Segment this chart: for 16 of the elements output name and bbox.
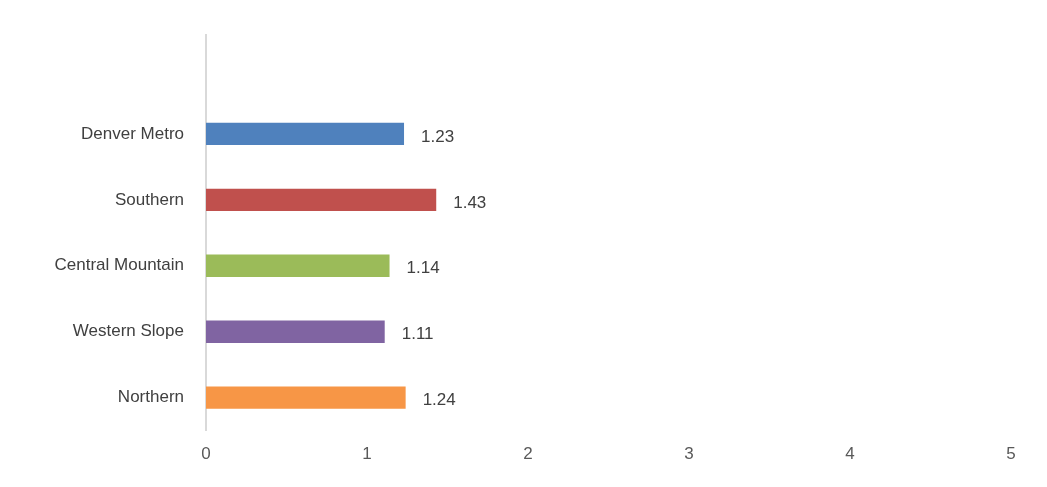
x-tick-label: 0 [201, 444, 211, 464]
y-tick-label: Central Mountain [54, 255, 184, 275]
x-tick-label: 5 [1006, 444, 1016, 464]
x-tick-label: 3 [684, 444, 694, 464]
y-tick-label: Denver Metro [81, 123, 184, 143]
data-label: 1.14 [406, 258, 440, 278]
x-tick-label: 4 [845, 444, 855, 464]
data-label: 1.24 [422, 390, 456, 410]
y-tick-label: Northern [117, 387, 184, 407]
data-label: 1.11 [401, 324, 434, 344]
data-label: 1.43 [453, 192, 487, 212]
data-label: 1.23 [421, 126, 455, 146]
y-tick-label: Western Slope [72, 321, 184, 341]
x-tick-label: 2 [523, 444, 533, 464]
y-tick-label: Southern [115, 189, 184, 209]
x-tick-label: 1 [362, 444, 372, 464]
